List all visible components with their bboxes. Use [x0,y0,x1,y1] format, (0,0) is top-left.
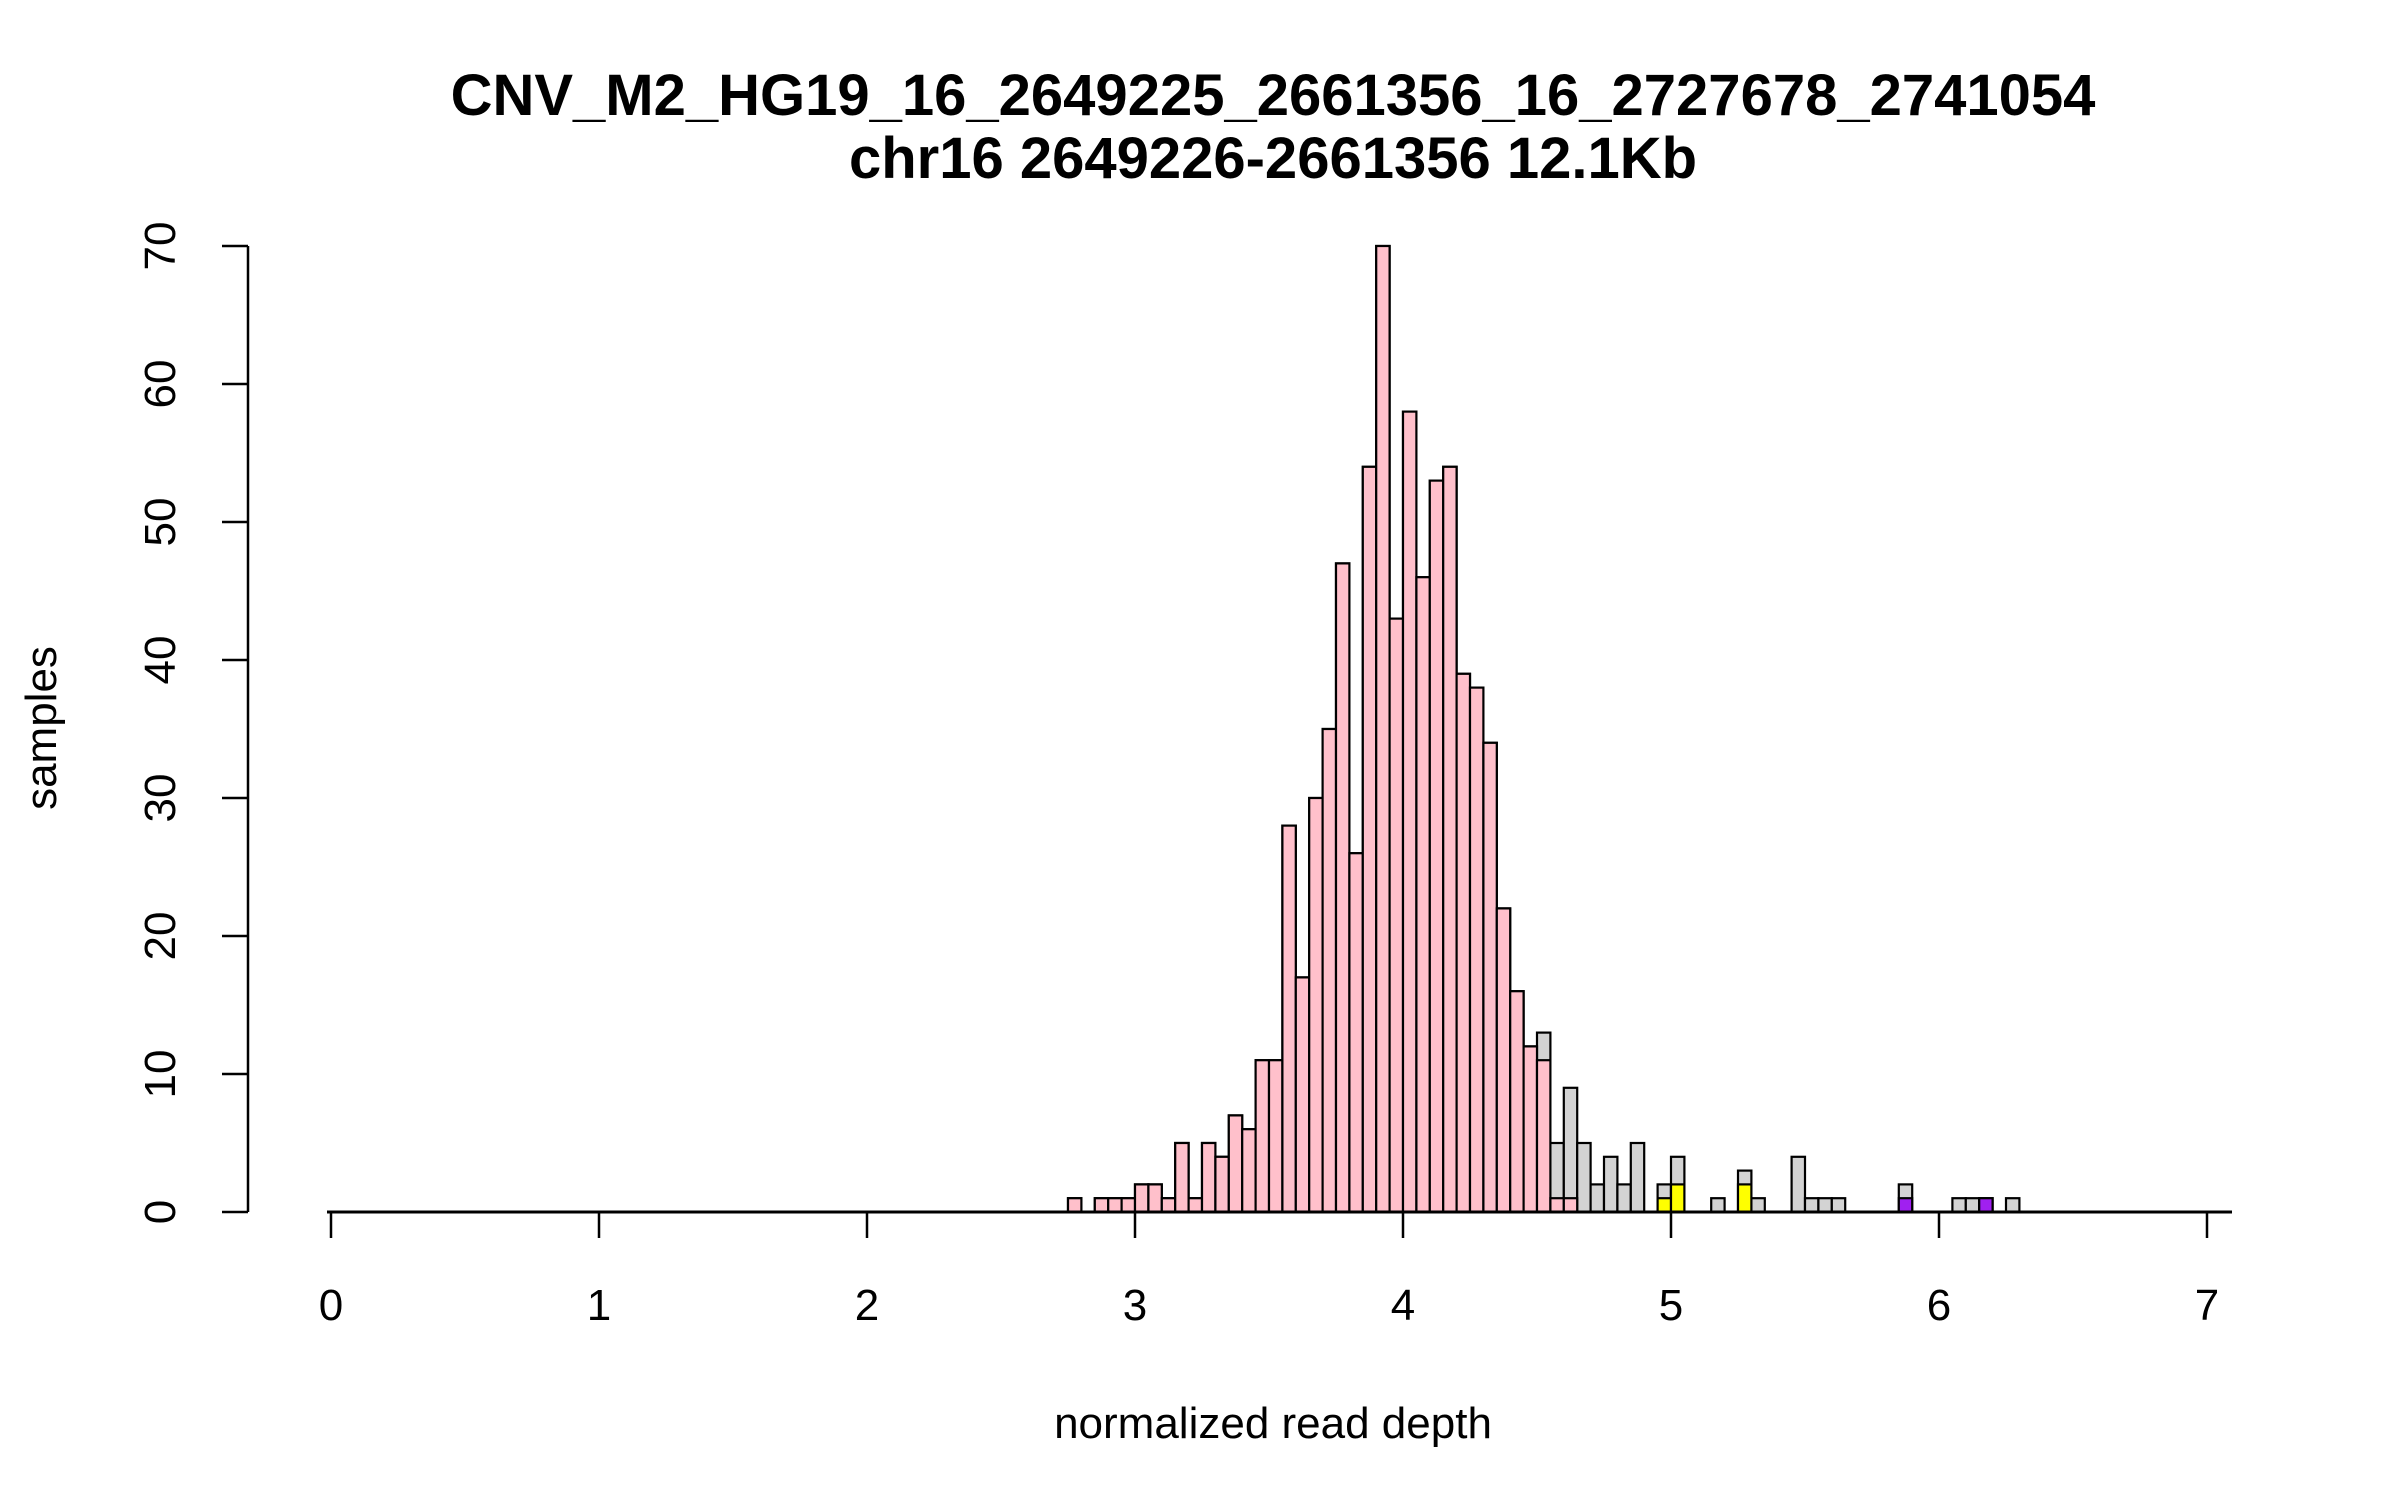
histogram-bar-pink [1308,796,1324,1214]
histogram-bar-all_samples [1803,1197,1820,1214]
histogram-bar-pink [1415,576,1431,1214]
histogram-bar-pink [1361,465,1378,1214]
histogram-bar-pink [1442,465,1458,1214]
histogram-bar-pink [1522,1045,1539,1214]
histogram-bar-yellow [1669,1183,1686,1214]
histogram-bar-all_samples [1602,1155,1619,1214]
histogram-bar-pink [1388,617,1405,1214]
histogram-bar-all_samples [1817,1197,1833,1214]
histogram-bar-pink [1227,1114,1244,1214]
histogram-bar-pink [1133,1183,1150,1214]
y-axis-label: samples [17,646,66,810]
histogram-bar-pink [1120,1197,1137,1214]
histogram-bar-pink [1482,741,1498,1214]
histogram-bar-pink [1321,727,1338,1214]
histogram-bar-pink [1267,1059,1284,1214]
histogram-bar-pink [1509,990,1525,1214]
y-tick-label: 50 [136,498,185,547]
histogram-bar-all_samples [1951,1197,1967,1214]
y-tick-label: 40 [136,636,185,685]
x-tick-label: 1 [587,1281,611,1330]
x-tick-label: 4 [1391,1281,1415,1330]
x-axis-label: normalized read depth [1054,1399,1492,1448]
x-tick-label: 7 [2195,1281,2219,1330]
x-tick-label: 6 [1927,1281,1951,1330]
x-tick-label: 5 [1659,1281,1683,1330]
histogram-bar-pink [1254,1059,1271,1214]
y-tick-label: 10 [136,1050,185,1099]
chart-title: CNV_M2_HG19_16_2649225_2661356_16_272767… [451,63,2096,128]
histogram-bar-all_samples [1576,1141,1592,1214]
histogram-bar-all_samples [1964,1197,1981,1214]
y-tick-label: 20 [136,912,185,961]
y-tick-label: 0 [136,1200,185,1224]
histogram-bar-all_samples [1830,1197,1847,1214]
histogram-bar-all_samples [1629,1141,1646,1214]
histogram-bar-all_samples [1589,1183,1606,1214]
histogram-bar-pink [1214,1155,1230,1214]
histogram-bar-pink [1294,976,1311,1214]
histogram-bar-purple [1897,1197,1914,1214]
x-tick-label: 3 [1123,1281,1147,1330]
chart-subtitle: chr16 2649226-2661356 12.1Kb [849,126,1697,191]
histogram-bar-all_samples [1616,1183,1632,1214]
histogram-bar-pink [1428,479,1445,1214]
histogram-bar-pink [1107,1197,1123,1214]
y-tick-label: 30 [136,774,185,823]
histogram-bar-pink [1334,562,1351,1214]
histogram-bar-pink [1093,1197,1110,1214]
histogram-bar-yellow [1736,1183,1753,1214]
histogram-bar-pink [1455,672,1472,1214]
histogram-bar-pink [1241,1128,1257,1214]
histogram-bar-pink [1147,1183,1163,1214]
histogram-bar-all_samples [1790,1155,1807,1214]
x-tick-label: 2 [855,1281,879,1330]
histogram-bar-pink [1281,824,1297,1214]
histogram-bar-pink [1495,907,1512,1214]
histogram-bar-pink [1375,244,1391,1214]
histogram-bar-pink [1549,1197,1565,1214]
bars-group [1066,244,2021,1214]
histogram-bar-all_samples [1710,1197,1726,1214]
histogram-bar-pink [1401,410,1418,1214]
histogram-bar-pink [1187,1197,1204,1214]
histogram-bar-purple [1978,1197,1994,1214]
y-tick-label: 60 [136,360,185,409]
histogram-bar-pink [1348,852,1364,1214]
histogram-bar-pink [1535,1059,1552,1214]
y-tick-label: 70 [136,222,185,271]
histogram-bar-all_samples [2004,1197,2021,1214]
x-tick-label: 0 [319,1281,343,1330]
histogram-bar-yellow [1656,1197,1673,1214]
histogram-bar-pink [1066,1197,1083,1214]
histogram-bar-pink [1468,686,1485,1214]
histogram-bar-pink [1200,1141,1217,1214]
histogram-bar-pink [1174,1141,1190,1214]
histogram-bar-pink [1562,1197,1579,1214]
histogram-bar-all_samples [1562,1086,1579,1214]
histogram-bar-all_samples [1750,1197,1766,1214]
histogram-bar-pink [1160,1197,1177,1214]
